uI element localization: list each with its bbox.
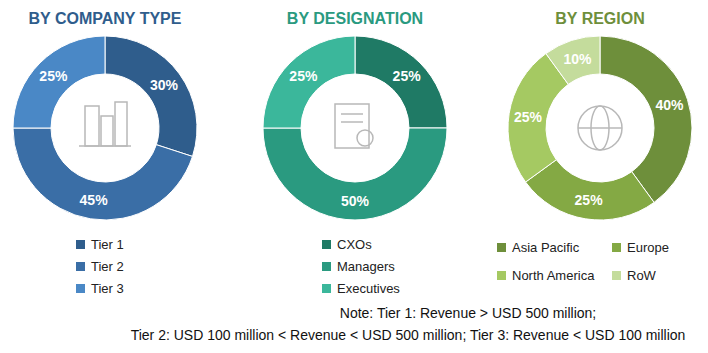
legend-label: North America xyxy=(512,268,595,283)
legend-swatch xyxy=(322,240,331,249)
legend-label: Asia Pacific xyxy=(512,240,580,255)
donut-chart: BY COMPANY TYPE30%45%25%Tier 1Tier 2Tier… xyxy=(13,10,197,296)
data-label: 25% xyxy=(39,68,68,84)
center-icon xyxy=(578,106,622,150)
legend-label: Managers xyxy=(337,259,395,274)
icon-part xyxy=(85,106,99,146)
note: Tier 2: USD 100 million < Revenue < USD … xyxy=(131,327,686,343)
data-label: 25% xyxy=(514,109,543,125)
chart-title: BY DESIGNATION xyxy=(287,10,423,27)
legend-label: Tier 3 xyxy=(91,281,124,296)
icon-part xyxy=(115,102,127,146)
data-label: 50% xyxy=(341,193,370,209)
donut-slice xyxy=(263,128,447,220)
donut-slice xyxy=(526,160,655,220)
legend-swatch xyxy=(612,243,621,252)
legend-label: CXOs xyxy=(337,237,372,252)
data-label: 25% xyxy=(575,192,604,208)
note: Note: Tier 1: Revenue > USD 500 million; xyxy=(340,305,596,321)
legend-label: Europe xyxy=(627,240,669,255)
icon-part xyxy=(101,116,113,146)
icon-part xyxy=(341,113,363,115)
donut-slice xyxy=(13,128,192,220)
donut-slice xyxy=(546,36,600,84)
center-icon xyxy=(335,104,373,148)
icon-part xyxy=(335,104,369,148)
legend-label: Tier 1 xyxy=(91,237,124,252)
legend: Tier 1 Tier 2 Tier 3 xyxy=(76,237,124,296)
data-label: 30% xyxy=(150,77,179,93)
legend-swatch xyxy=(76,284,85,293)
legend: Asia Pacific Europe North America RoW xyxy=(497,240,669,283)
donut-slice xyxy=(105,36,197,156)
chart-title: BY REGION xyxy=(555,10,645,27)
data-label: 25% xyxy=(289,68,318,84)
legend-label: Executives xyxy=(337,281,400,296)
legend-label: RoW xyxy=(627,268,657,283)
legend-swatch xyxy=(322,262,331,271)
center-icon xyxy=(79,102,131,146)
data-label: 45% xyxy=(80,192,109,208)
legend-swatch xyxy=(322,284,331,293)
legend-label: Tier 2 xyxy=(91,259,124,274)
icon-part xyxy=(341,121,363,123)
legend: CXOs Managers Executives xyxy=(322,237,400,296)
donut-chart: BY REGION 40% 25% 25% 10% Asia Pacific Europe N… xyxy=(497,10,692,283)
icon-part xyxy=(578,127,622,129)
legend-swatch xyxy=(497,243,506,252)
chart-title: BY COMPANY TYPE xyxy=(29,10,182,27)
icon-part xyxy=(578,106,622,150)
data-label: 25% xyxy=(393,68,422,84)
donut-slice xyxy=(600,36,692,202)
donut-chart: BY DESIGNATION 25% 50% 25% CXOs Managers Execu… xyxy=(263,10,447,296)
icon-part xyxy=(357,130,373,146)
icon-part xyxy=(79,145,131,147)
legend-swatch xyxy=(76,262,85,271)
donut-slice xyxy=(508,54,568,183)
data-label: 40% xyxy=(655,97,684,113)
legend-swatch xyxy=(76,240,85,249)
legend-swatch xyxy=(612,271,621,280)
legend-swatch xyxy=(497,271,506,280)
data-label: 10% xyxy=(563,51,592,67)
donut-slice xyxy=(13,36,105,128)
